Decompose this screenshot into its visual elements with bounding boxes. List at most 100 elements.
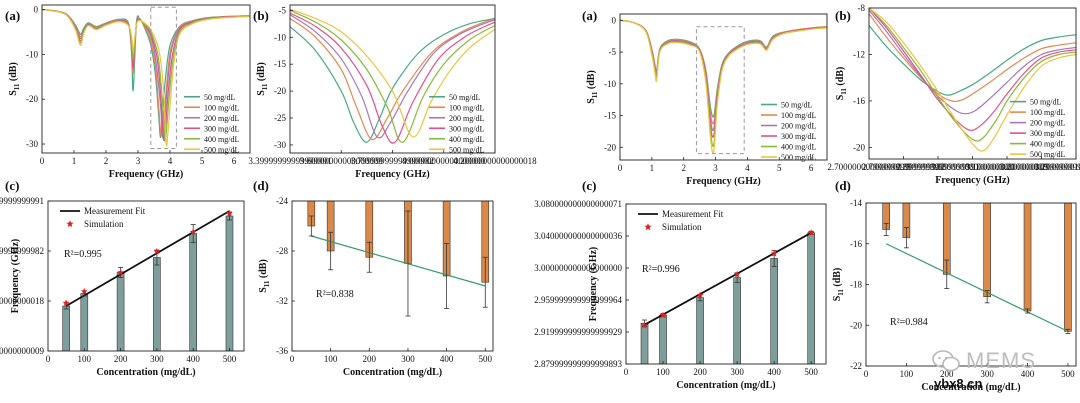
y-tick-label: -30 bbox=[26, 139, 38, 149]
x-tick-label: 400 bbox=[440, 354, 454, 364]
plot-area bbox=[640, 229, 815, 364]
panel-l-b: (b) 3.399999999999999913.6000000000000000… bbox=[248, 4, 537, 180]
legend-entry: 100 mg/dL bbox=[781, 111, 816, 120]
y-tick-label: -15 bbox=[604, 111, 616, 121]
x-axis-label: Frequency (GHz) bbox=[109, 169, 184, 180]
error-bar bbox=[482, 256, 488, 308]
legend-fit-label: Measurement Fit bbox=[662, 209, 724, 219]
legend-entry: 200 mg/dL bbox=[204, 114, 239, 123]
y-tick-label: -24 bbox=[276, 196, 288, 206]
y-tick-label: -20 bbox=[604, 142, 616, 152]
y-tick-label: 3.000000000000000000 bbox=[534, 263, 622, 273]
x-axis-label: Concentration (mg/dL) bbox=[343, 367, 442, 378]
fit-line bbox=[885, 243, 1069, 332]
panel-label: (d) bbox=[253, 178, 269, 193]
plot-area bbox=[290, 8, 495, 144]
legend-entry: 400 mg/dL bbox=[204, 135, 239, 144]
y-tick-label: -36 bbox=[276, 346, 288, 356]
r-squared-annotation: R²=0.838 bbox=[316, 289, 354, 300]
panel-label: (d) bbox=[835, 178, 851, 193]
y-tick-label: 3.040000000000000036 bbox=[534, 231, 622, 241]
axes-frame bbox=[868, 7, 1077, 160]
legend-entry: 100 mg/dL bbox=[449, 103, 484, 112]
y-tick-label: -28 bbox=[276, 246, 288, 256]
panel-l-a: (a) 0 1 2 3 4 5 6 0 -10 -20 -30 Frequency (GHz) S11 (… bbox=[5, 4, 251, 180]
error-bar bbox=[883, 222, 889, 237]
x-tick-label: 3 bbox=[713, 163, 718, 173]
series-line bbox=[290, 12, 495, 144]
panel-l-d: (d) 0 100 200 300 400 500 -24 -28 -32 -36 Concentra… bbox=[253, 178, 494, 378]
x-tick-label: 0 bbox=[46, 354, 51, 364]
legend-entry: 300 mg/dL bbox=[781, 132, 816, 141]
panel-l-c: (c) 0 100 200 300 400 500 3.60000000000000009 3.… bbox=[0, 178, 245, 378]
bar bbox=[1023, 203, 1032, 312]
y-axis-label: Frequency (GHz) bbox=[10, 239, 21, 314]
error-bar bbox=[944, 259, 950, 289]
x-tick-label: 200 bbox=[114, 354, 128, 364]
y-tick-label: -18 bbox=[850, 280, 862, 290]
x-tick-label: 200 bbox=[363, 354, 377, 364]
y-tick-label: -10 bbox=[26, 49, 38, 59]
x-tick-label: 500 bbox=[804, 367, 818, 377]
r-squared-annotation: R²=0.995 bbox=[64, 249, 102, 260]
legend-entry: 50 mg/dL bbox=[781, 101, 812, 110]
y-tick-label: -10 bbox=[274, 32, 286, 42]
error-bar bbox=[1065, 328, 1071, 334]
bar bbox=[983, 203, 991, 298]
y-tick-label: -14 bbox=[850, 198, 862, 208]
watermark-site: ybx8.cn bbox=[934, 376, 983, 391]
x-tick-label: 100 bbox=[656, 367, 670, 377]
panel-label: (a) bbox=[5, 8, 20, 23]
x-tick-label: 5 bbox=[200, 156, 205, 166]
series-line bbox=[290, 8, 495, 138]
bar bbox=[153, 257, 161, 351]
legend-entry: 50 mg/dL bbox=[204, 93, 235, 102]
axes-frame bbox=[625, 203, 827, 365]
x-axis-label: Concentration (mg/dL) bbox=[676, 380, 775, 391]
x-axis-label: Concentration (mg/dL) bbox=[921, 382, 1020, 393]
y-tick-label: -30 bbox=[274, 140, 286, 150]
y-tick-label: -16 bbox=[853, 96, 865, 106]
x-tick-label: 2 bbox=[104, 156, 109, 166]
bar bbox=[225, 215, 234, 351]
y-axis-label: S11 (dB) bbox=[8, 62, 21, 96]
bar bbox=[62, 305, 70, 351]
y-tick-label: -12 bbox=[853, 49, 865, 59]
series-line bbox=[869, 8, 1076, 142]
simulation-point bbox=[641, 322, 648, 329]
y-tick-label: -15 bbox=[274, 59, 286, 69]
series-line bbox=[869, 13, 1076, 102]
x-tick-label: 300 bbox=[150, 354, 164, 364]
x-tick-label: 3.39999999999999991 bbox=[248, 156, 331, 166]
bar bbox=[116, 272, 125, 351]
x-tick-label: 0 bbox=[624, 367, 629, 377]
x-tick-label: 200 bbox=[693, 367, 707, 377]
y-axis-label: S11 (dB) bbox=[258, 259, 271, 293]
legend-sim-label: Simulation bbox=[84, 219, 124, 229]
y-tick-label: 3.60000000000000009 bbox=[0, 346, 45, 356]
y-tick-label: -20 bbox=[26, 94, 38, 104]
bar bbox=[733, 277, 741, 364]
bar bbox=[640, 322, 649, 364]
x-tick-label: 4 bbox=[168, 156, 173, 166]
simulation-point bbox=[62, 299, 70, 306]
bar bbox=[1064, 203, 1072, 332]
y-axis-label: S11 (dB) bbox=[835, 67, 848, 101]
error-bar bbox=[1025, 308, 1031, 314]
simulation-point bbox=[80, 287, 88, 295]
y-axis-label: Frequency (GHz) bbox=[588, 247, 599, 322]
axes-frame bbox=[41, 4, 251, 154]
series-line bbox=[42, 8, 250, 138]
x-tick-label: 400 bbox=[767, 367, 781, 377]
x-tick-label: 3 bbox=[136, 156, 141, 166]
error-bar bbox=[903, 227, 909, 249]
panel-label: (c) bbox=[582, 178, 596, 193]
axes-frame bbox=[289, 4, 496, 154]
y-tick-label: -5 bbox=[609, 47, 617, 57]
legend-sim-label: Simulation bbox=[662, 222, 702, 232]
x-tick-label: 1 bbox=[72, 156, 77, 166]
r-squared-annotation: R²=0.984 bbox=[890, 317, 928, 328]
legend-entry: 200 mg/dL bbox=[1030, 119, 1065, 128]
x-tick-label: 100 bbox=[900, 369, 914, 379]
